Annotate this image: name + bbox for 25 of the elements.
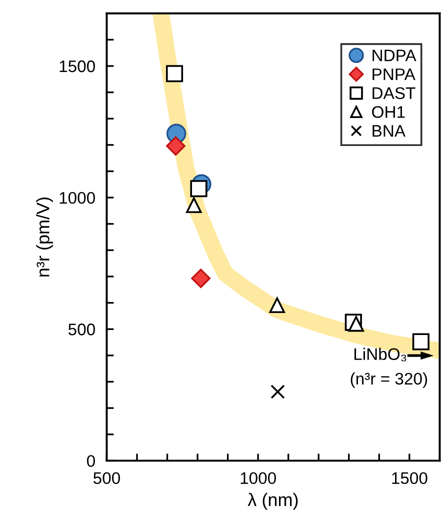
- point: [348, 316, 364, 332]
- y-tick-label: 0: [86, 455, 95, 467]
- y-tick-label: 1500: [60, 60, 95, 72]
- point: [186, 197, 202, 214]
- point: [166, 65, 184, 82]
- point: [412, 333, 430, 350]
- legend-label: OH1: [372, 106, 405, 118]
- point: [191, 268, 211, 288]
- y-tick-label: 1000: [60, 192, 95, 204]
- x-tick-label: 1000: [240, 472, 276, 484]
- point: [190, 180, 208, 198]
- point: [166, 136, 186, 156]
- x-axis-title: λ (nm): [248, 492, 298, 510]
- y-tick-label: 500: [68, 324, 95, 336]
- x-tick-label: 1500: [392, 472, 428, 484]
- legend-label: NDPA: [372, 50, 416, 62]
- legend-label: DAST: [372, 87, 416, 100]
- legend-label: BNA: [372, 125, 406, 137]
- annotation: LiNbO₃: [354, 348, 406, 362]
- annotation: (n³r = 320): [350, 372, 428, 388]
- y-axis-title: n³r (pm/V): [36, 198, 53, 276]
- point: [270, 384, 285, 399]
- legend-label: PNPA: [372, 68, 416, 80]
- point: [269, 297, 285, 314]
- x-tick-label: 500: [93, 472, 120, 484]
